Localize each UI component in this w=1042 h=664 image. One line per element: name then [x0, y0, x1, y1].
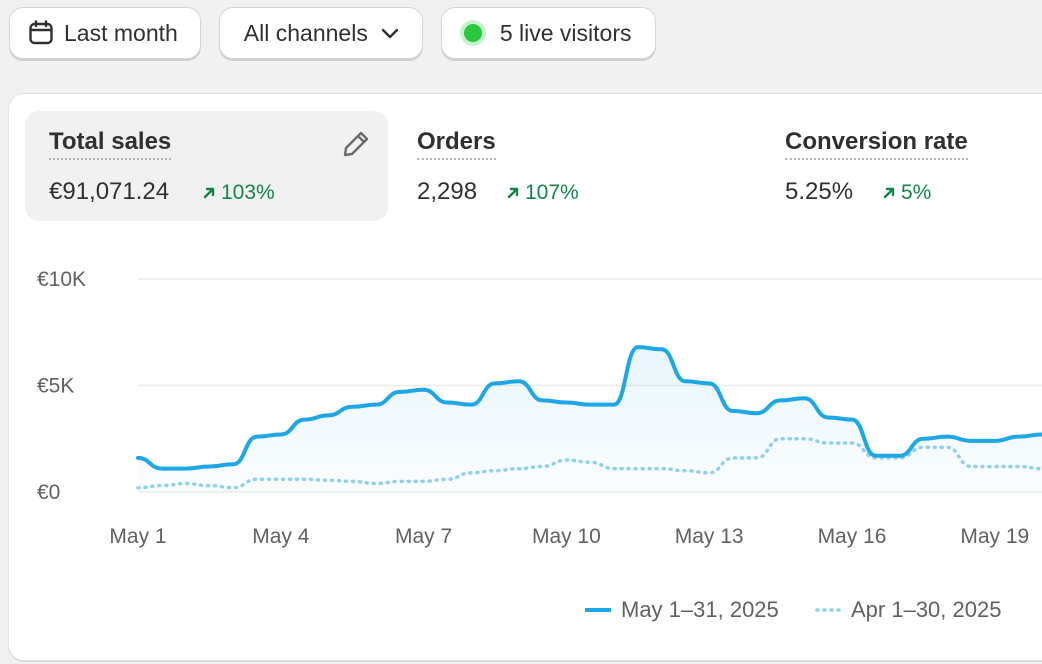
y-tick-label: €10K: [37, 268, 86, 291]
x-tick-label: May 7: [395, 525, 452, 548]
metric-value: 5.25%: [785, 178, 854, 205]
live-dot-icon: [463, 24, 482, 42]
arrow-up-right-icon: [203, 187, 215, 199]
metric-delta: 5%: [881, 181, 931, 205]
solid-line-swatch-icon: [585, 608, 611, 612]
date-range-label: Last month: [64, 19, 178, 46]
metric-label: Orders: [417, 128, 496, 160]
metric-delta-value: 107%: [525, 181, 579, 204]
comparison-period-line: [136, 437, 1042, 490]
legend-item-current[interactable]: May 1–31, 2025: [585, 597, 779, 623]
metric-delta-value: 5%: [901, 181, 932, 204]
live-visitors-button[interactable]: 5 live visitors: [440, 7, 657, 59]
metric-orders[interactable]: Orders 2,298 107%: [393, 111, 733, 221]
toolbar: Last month All channels 5 live visitors: [9, 7, 657, 61]
current-period-line: [136, 345, 1042, 471]
calendar-icon: [28, 20, 54, 46]
x-tick-label: May 10: [532, 525, 601, 548]
y-tick-label: €5K: [37, 375, 74, 398]
metric-value: 2,298: [417, 178, 478, 205]
metric-delta: 103%: [201, 181, 275, 205]
x-tick-label: May 4: [252, 525, 310, 548]
metric-value: €91,071.24: [49, 178, 170, 205]
x-tick-label: May 19: [960, 525, 1029, 548]
channel-select[interactable]: All channels: [218, 7, 423, 59]
legend-label: Apr 1–30, 2025: [851, 597, 1002, 622]
metric-label: Conversion rate: [785, 128, 968, 160]
x-tick-label: May 16: [818, 525, 887, 548]
arrow-up-right-icon: [507, 187, 519, 199]
metric-delta-value: 103%: [221, 181, 275, 204]
pencil-icon[interactable]: [341, 129, 371, 164]
chevron-down-icon: [380, 26, 400, 40]
sales-line-chart: €0 €5K €10K May 1 May 4 May 7 May 10 May 13 May …: [37, 268, 1042, 548]
legend-label: May 1–31, 2025: [621, 597, 779, 622]
sales-card: Total sales €91,071.24 103% Orders 2,298…: [8, 93, 1042, 661]
legend-item-comparison[interactable]: Apr 1–30, 2025: [815, 597, 1001, 623]
x-tick-label: May 13: [675, 525, 744, 548]
date-range-button[interactable]: Last month: [9, 7, 201, 59]
live-visitors-label: 5 live visitors: [499, 19, 632, 46]
channel-label: All channels: [243, 19, 368, 46]
metric-conversion-rate[interactable]: Conversion rate 5.25% 5%: [761, 111, 1042, 221]
metric-total-sales[interactable]: Total sales €91,071.24 103%: [25, 111, 388, 221]
y-tick-label: €0: [37, 481, 60, 504]
metric-delta: 107%: [505, 181, 579, 205]
x-tick-label: May 1: [109, 525, 166, 548]
current-period-area: [138, 347, 1042, 492]
arrow-up-right-icon: [883, 187, 895, 199]
dotted-line-swatch-icon: [815, 608, 841, 612]
metric-label: Total sales: [49, 128, 172, 160]
